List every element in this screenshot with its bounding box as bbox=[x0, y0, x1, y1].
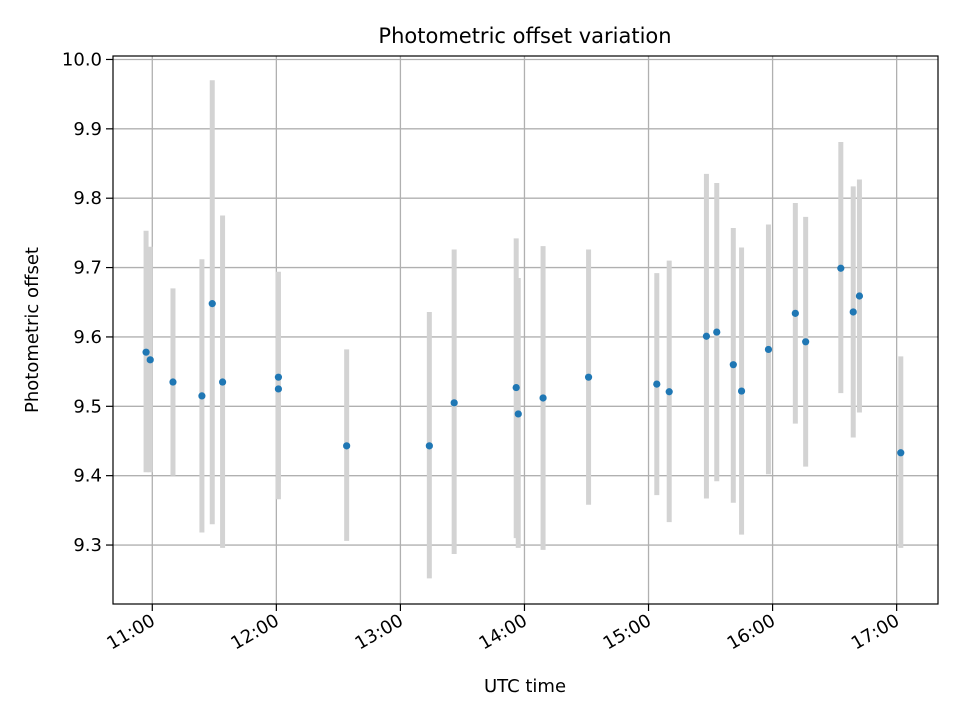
data-point bbox=[146, 356, 154, 364]
data-point bbox=[729, 361, 737, 369]
data-point bbox=[737, 387, 746, 395]
data-point bbox=[198, 392, 206, 400]
y-tick-label: 9.4 bbox=[73, 466, 102, 487]
data-point bbox=[791, 309, 799, 317]
data-point bbox=[450, 399, 458, 407]
x-axis-label: UTC time bbox=[484, 676, 566, 697]
y-tick-label: 10.0 bbox=[62, 49, 102, 70]
data-point bbox=[425, 442, 433, 450]
data-point bbox=[514, 410, 522, 418]
data-point bbox=[713, 328, 721, 336]
y-tick-label: 9.7 bbox=[73, 258, 102, 279]
y-tick-label: 9.9 bbox=[73, 119, 102, 140]
data-point bbox=[855, 292, 864, 300]
point-layer bbox=[142, 264, 905, 457]
y-tick-label: 9.8 bbox=[73, 188, 102, 209]
chart-title: Photometric offset variation bbox=[378, 24, 671, 48]
data-point bbox=[665, 388, 673, 396]
data-point bbox=[849, 308, 857, 316]
y-axis-label: Photometric offset bbox=[22, 247, 43, 413]
data-point bbox=[897, 449, 905, 457]
data-point bbox=[169, 378, 177, 386]
data-point bbox=[702, 332, 711, 340]
data-point bbox=[208, 300, 216, 308]
grid-layer bbox=[113, 56, 938, 604]
data-point bbox=[512, 383, 520, 392]
y-tick-label: 9.6 bbox=[73, 327, 102, 348]
data-point bbox=[653, 380, 661, 388]
y-tick-label: 9.3 bbox=[73, 535, 102, 556]
data-point bbox=[142, 348, 150, 356]
y-axis-ticks: 9.3 9.4 9.5 9.6 9.7 9.8 9.9 10.0 bbox=[62, 49, 113, 556]
data-point bbox=[764, 345, 773, 354]
data-point bbox=[837, 264, 845, 272]
plot-frame bbox=[112, 55, 939, 605]
y-tick-label: 9.5 bbox=[73, 396, 102, 417]
data-point bbox=[539, 394, 547, 402]
data-point bbox=[218, 378, 227, 386]
data-point bbox=[584, 373, 593, 381]
data-point bbox=[802, 338, 810, 346]
data-point bbox=[274, 373, 283, 381]
data-point bbox=[343, 442, 351, 450]
data-point bbox=[274, 385, 283, 393]
